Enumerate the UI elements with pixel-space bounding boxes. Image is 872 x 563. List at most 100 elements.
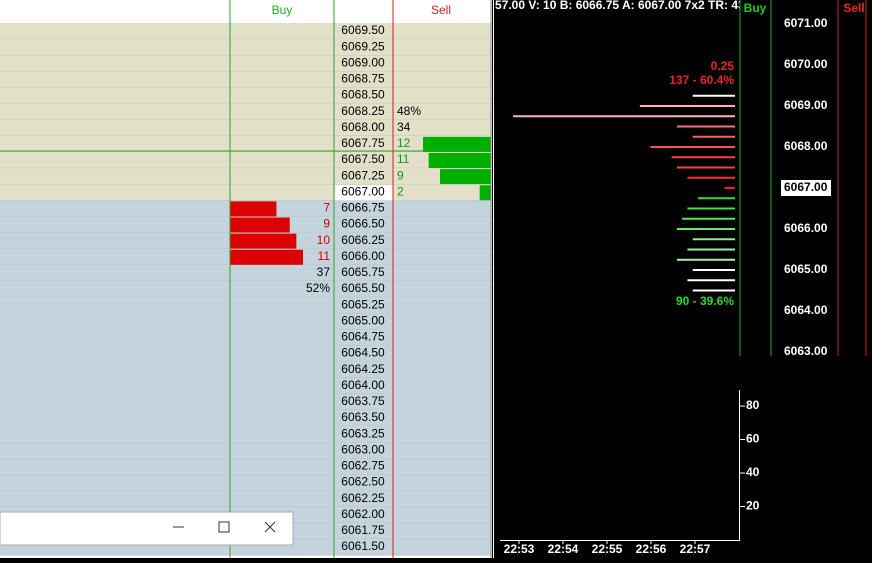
price: 6066.50 [341, 217, 385, 231]
sell-bar [440, 169, 491, 185]
row-bg [0, 490, 491, 507]
sell-size: 12 [397, 136, 411, 150]
row-bg [0, 377, 491, 394]
time-tick-label: 22:56 [636, 542, 667, 556]
volume-tick-label: 80 [746, 398, 760, 412]
row-bg [0, 71, 491, 88]
price: 6068.25 [341, 104, 385, 118]
price-label: 6064.00 [784, 303, 828, 317]
sell-bar [479, 185, 491, 201]
price-label: 6070.00 [784, 57, 828, 71]
row-bg [0, 458, 491, 475]
price: 6064.25 [341, 362, 385, 376]
dom-rows: 6069.50 6069.25 6069.00 6068.75 6068.50 6068.… [0, 23, 491, 556]
time-tick-label: 22:53 [504, 542, 535, 556]
ask-top: 0.25 [711, 59, 735, 73]
row-bg [0, 345, 491, 362]
buy-bar [230, 249, 303, 265]
buy-pct: 52% [306, 281, 330, 295]
row-bg [0, 281, 491, 298]
row-bg [0, 39, 491, 56]
price: 6062.75 [341, 459, 385, 473]
price: 6064.75 [341, 330, 385, 344]
price: 6069.50 [341, 23, 385, 37]
price: 6067.75 [341, 136, 385, 150]
row-bg [0, 135, 491, 152]
buy-bar [230, 201, 277, 217]
buy-size: 7 [323, 201, 330, 215]
row-bg [0, 410, 491, 427]
row-bg [0, 361, 491, 378]
price: 6069.25 [341, 39, 385, 53]
sell-total: 34 [397, 120, 411, 134]
row-bg [0, 119, 491, 136]
buy-size: 10 [317, 233, 331, 247]
price: 6068.50 [341, 88, 385, 102]
price: 6066.25 [341, 233, 385, 247]
buy-total: 37 [317, 265, 331, 279]
sell-label: Sell [843, 1, 864, 15]
price: 6062.50 [341, 475, 385, 489]
price-label: 6067.00 [784, 180, 828, 194]
price: 6069.00 [341, 55, 385, 69]
sell-size: 2 [397, 184, 404, 198]
buy-label: Buy [744, 1, 767, 15]
price-label: 6065.00 [784, 262, 828, 276]
time-tick-label: 22:57 [680, 542, 711, 556]
close-icon[interactable] [264, 521, 276, 533]
price-label-box [781, 180, 831, 196]
row-bg [0, 184, 491, 201]
sell-header: Sell [431, 3, 451, 17]
price: 6065.00 [341, 313, 385, 327]
ask-summary: 137 - 60.4% [669, 73, 734, 87]
volume-tick-label: 60 [746, 432, 760, 446]
price: 6067.00 [341, 184, 385, 198]
time-tick-label: 22:54 [548, 542, 579, 556]
row-bg [0, 168, 491, 185]
price: 6068.75 [341, 72, 385, 86]
price: 6063.00 [341, 442, 385, 456]
price: 6065.50 [341, 281, 385, 295]
row-bg [0, 23, 491, 40]
row-bg [0, 329, 491, 346]
row-bg [0, 426, 491, 443]
buy-bar [230, 217, 290, 233]
status-mask [740, 0, 872, 14]
price-cell [335, 185, 393, 201]
price: 6064.50 [341, 346, 385, 360]
price-label: 6063.00 [784, 344, 828, 358]
buy-header: Buy [272, 3, 293, 17]
window-fragment [0, 511, 294, 546]
price: 6064.00 [341, 378, 385, 392]
price: 6065.75 [341, 265, 385, 279]
volume-tick-label: 40 [746, 465, 760, 479]
buy-bar [230, 233, 297, 249]
price: 6067.25 [341, 168, 385, 182]
row-bg [0, 313, 491, 330]
chart-panel [492, 0, 872, 558]
row-bg [0, 103, 491, 120]
price: 6066.75 [341, 201, 385, 215]
window-bar [0, 511, 294, 546]
price: 6062.25 [341, 491, 385, 505]
maximize-icon[interactable] [218, 521, 230, 533]
row-bg [0, 474, 491, 491]
row-bg [0, 87, 491, 104]
price: 6061.50 [341, 539, 385, 553]
price: 6063.25 [341, 426, 385, 440]
buy-size: 11 [318, 249, 331, 263]
price-label: 6068.00 [784, 139, 828, 153]
price: 6065.25 [341, 297, 385, 311]
price: 6063.75 [341, 394, 385, 408]
row-bg [0, 152, 491, 169]
price: 6067.50 [341, 152, 385, 166]
row-bg [0, 297, 491, 314]
row-bg [0, 55, 491, 72]
dom-header [0, 0, 492, 22]
row-bg [0, 393, 491, 410]
price: 6062.00 [341, 507, 385, 521]
sell-bar [423, 136, 491, 152]
price: 6063.50 [341, 410, 385, 424]
